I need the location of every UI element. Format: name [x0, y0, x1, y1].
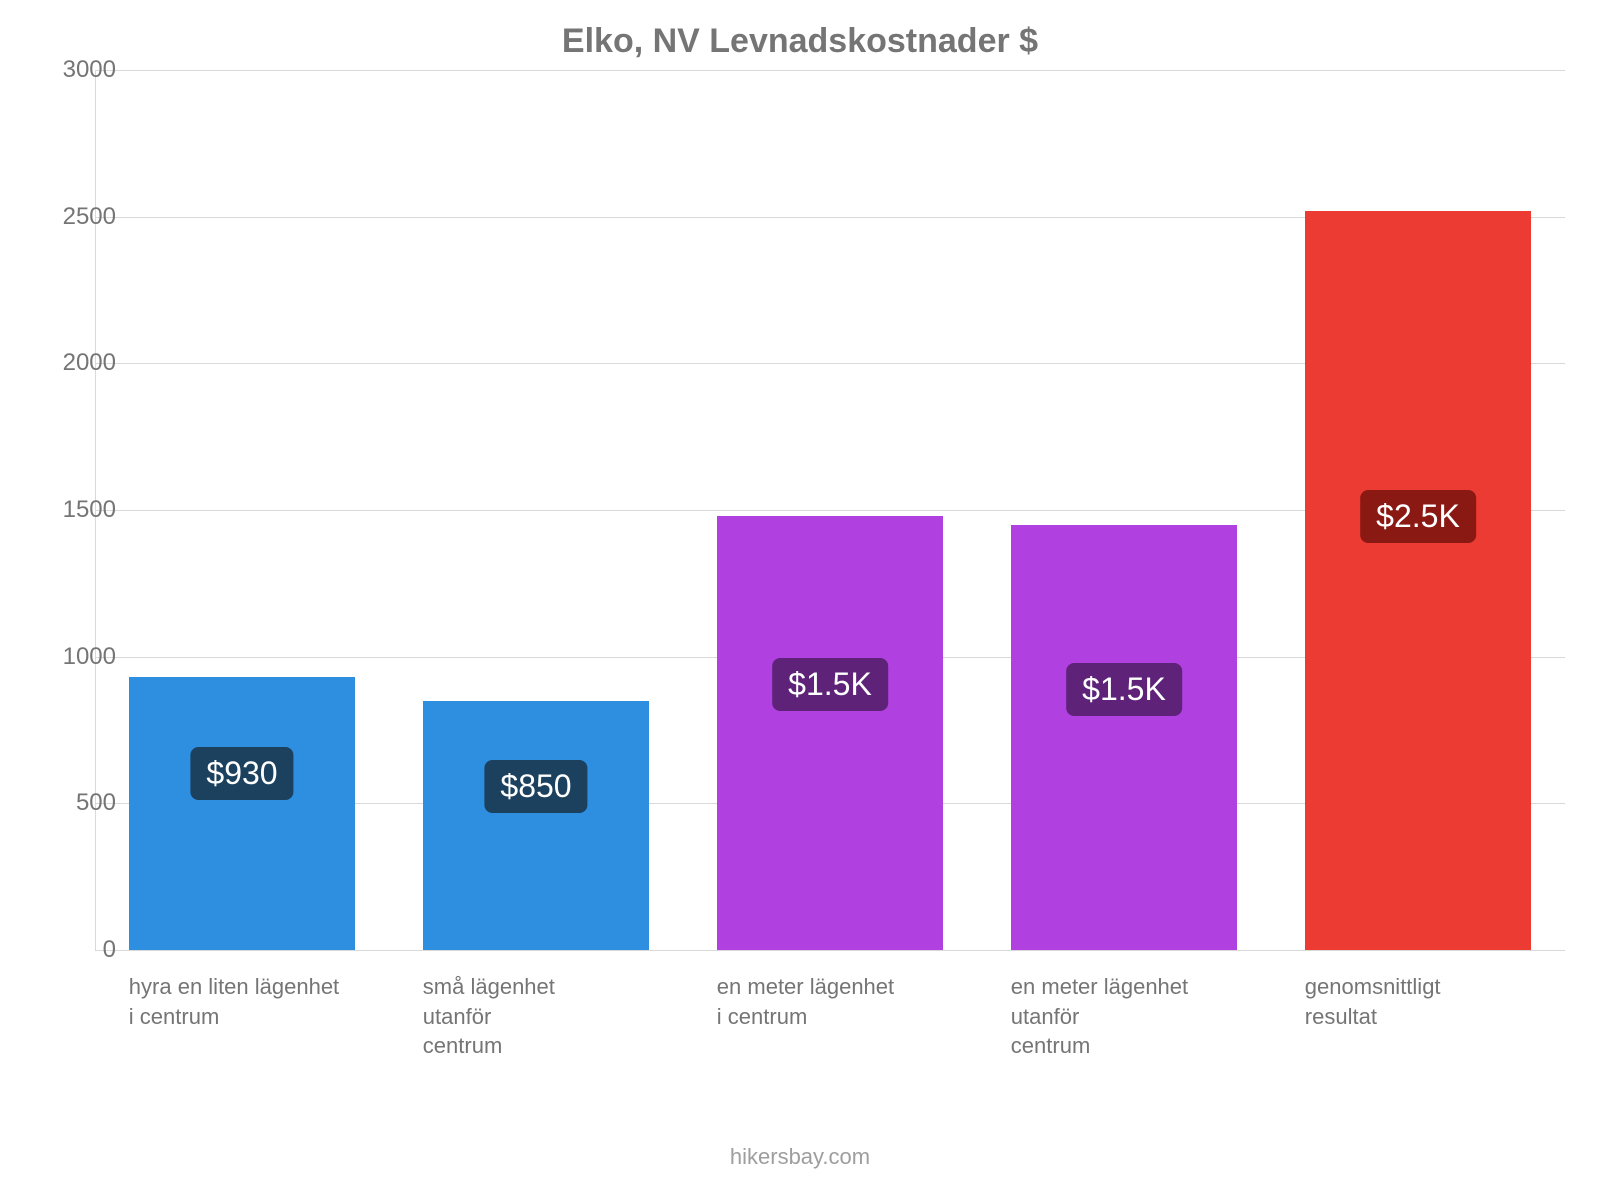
y-tick-label: 1500	[36, 496, 116, 524]
bar: $930	[129, 677, 355, 950]
bar-value-label: $850	[484, 760, 587, 813]
y-tick-label: 3000	[36, 56, 116, 84]
x-tick-label: en meter lägenheti centrum	[717, 972, 987, 1031]
bar-value-label: $2.5K	[1360, 490, 1476, 543]
bar-value-label: $1.5K	[772, 658, 888, 711]
y-tick-label: 1000	[36, 643, 116, 671]
x-tick-label: små lägenhetutanförcentrum	[423, 972, 693, 1061]
x-tick-label: genomsnittligtresultat	[1305, 972, 1575, 1031]
y-tick-label: 0	[36, 936, 116, 964]
gridline	[95, 950, 1565, 951]
chart-container: Elko, NV Levnadskostnader $ $930 $850 $1.5…	[0, 0, 1600, 1200]
bar-value-label: $930	[190, 747, 293, 800]
bar: $2.5K	[1305, 211, 1531, 950]
bar-value-label: $1.5K	[1066, 663, 1182, 716]
bar: $1.5K	[1011, 525, 1237, 950]
bars-group: $930 $850 $1.5K $1.5K $2.5K	[95, 70, 1565, 950]
plot-area: $930 $850 $1.5K $1.5K $2.5K	[95, 70, 1565, 950]
chart-title: Elko, NV Levnadskostnader $	[0, 22, 1600, 61]
x-tick-label: hyra en liten lägenheti centrum	[129, 972, 399, 1031]
y-tick-label: 2000	[36, 349, 116, 377]
y-tick-label: 2500	[36, 203, 116, 231]
x-tick-label: en meter lägenhetutanförcentrum	[1011, 972, 1281, 1061]
bar: $850	[423, 701, 649, 950]
footer-attribution: hikersbay.com	[0, 1144, 1600, 1170]
bar: $1.5K	[717, 516, 943, 950]
y-tick-label: 500	[36, 789, 116, 817]
